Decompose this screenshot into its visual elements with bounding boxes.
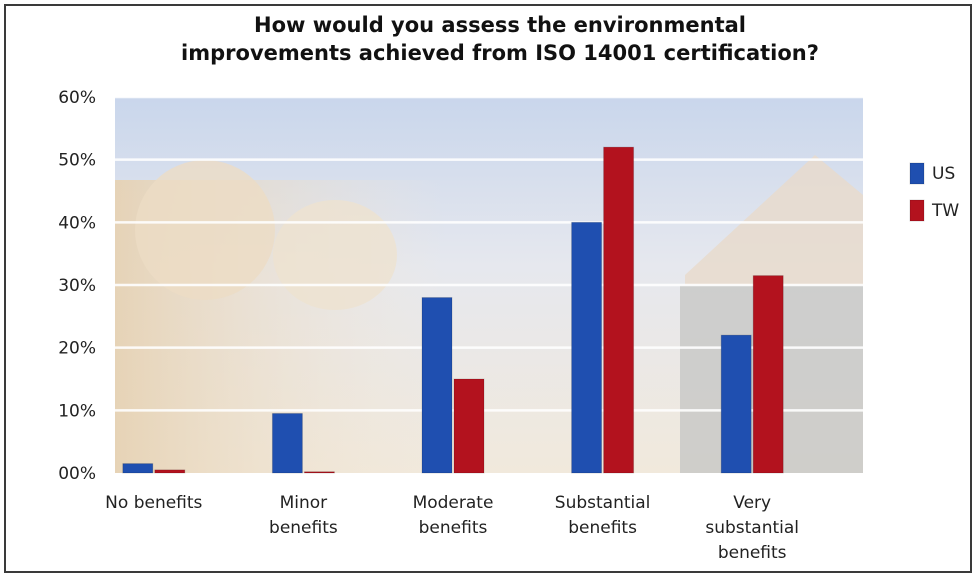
category-label: Moderate benefits [413,493,494,538]
bar-tw [154,469,186,474]
category-label-line: No benefits [105,493,202,513]
chart-title-line-1: How would you assess the environmental [254,13,746,37]
category-label-line: benefits [419,518,488,538]
category-label-line: Moderate [413,493,494,513]
legend-swatch-us [909,162,925,185]
category-label-line: Minor [280,493,328,513]
category-label-line: substantial [705,518,799,538]
bar-us [122,463,154,474]
y-tick-label: 00% [58,464,96,484]
bar-tw [752,275,784,474]
legend-label-us: US [932,164,955,184]
category-label-line: benefits [269,518,338,538]
y-tick-label: 20% [58,339,96,359]
chart-title-line-2: improvements achieved from ISO 14001 cer… [181,41,819,65]
bar-us [571,221,603,474]
category-label: Minor benefits [269,493,338,538]
category-label-line: Very [733,493,771,513]
y-tick-label: 60% [58,88,96,108]
y-tick-label: 50% [58,151,96,171]
bar-us [271,412,303,474]
category-labels: No benefits Minor benefits Moderate benefits… [105,493,799,563]
category-label: No benefits [105,493,202,513]
bar-tw [603,146,635,474]
y-axis-ticks: 00% 10% 20% 30% 40% 50% 60% [58,88,96,484]
legend: US TW [909,162,959,222]
bar-us [720,334,752,474]
category-label-line: benefits [568,518,637,538]
bars [122,146,784,474]
category-label-line: benefits [718,543,787,563]
category-label-line: Substantial [555,493,651,513]
legend-swatch-tw [909,199,925,222]
y-tick-label: 30% [58,276,96,296]
category-label: Very substantial benefits [705,493,799,563]
bar-tw [453,378,485,474]
y-tick-label: 10% [58,401,96,421]
legend-label-tw: TW [931,201,959,221]
bar-tw [303,471,335,474]
bar-us [421,297,453,474]
y-tick-label: 40% [58,213,96,233]
category-label: Substantial benefits [555,493,651,538]
